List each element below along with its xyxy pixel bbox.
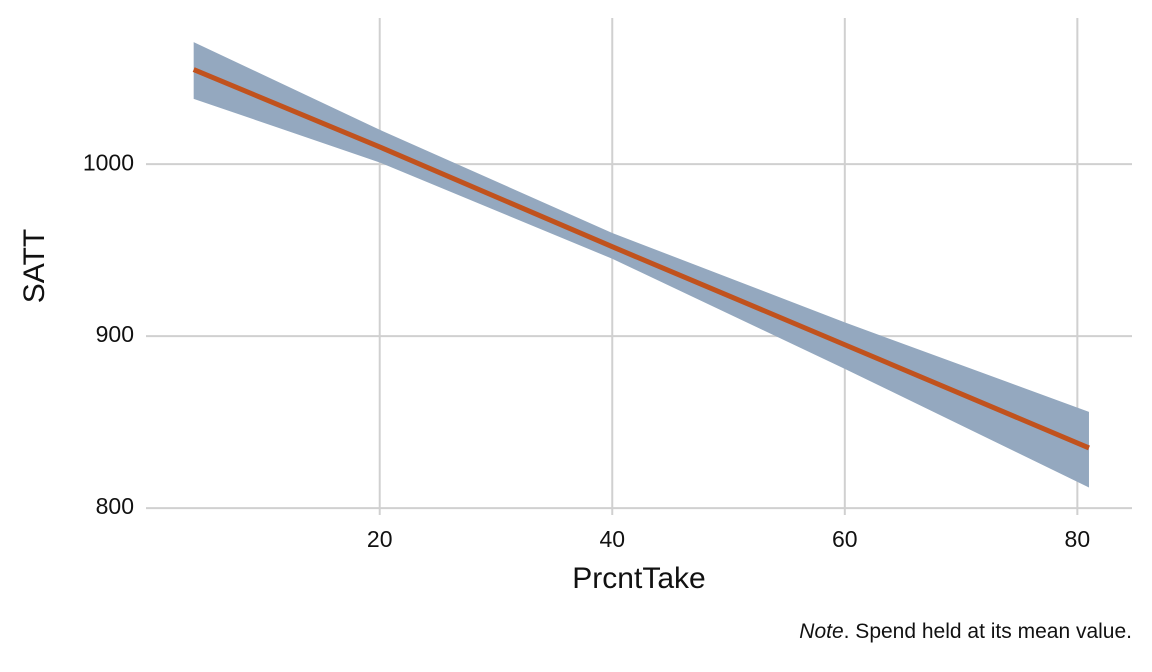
note-label: Note <box>799 620 843 643</box>
y-tick-label: 900 <box>96 321 134 347</box>
x-tick-label: 20 <box>367 526 393 552</box>
y-tick-label: 800 <box>96 493 134 519</box>
y-axis-label: SATT <box>18 229 51 303</box>
fit-line <box>192 67 1090 451</box>
x-axis-label: PrcntTake <box>572 562 705 595</box>
x-tick-label: 60 <box>832 526 858 552</box>
note: Note. Spend held at its mean value. <box>799 620 1132 643</box>
x-tick-label: 80 <box>1065 526 1091 552</box>
confidence-band <box>193 42 1089 488</box>
plot-area <box>146 18 1132 515</box>
note-text: . Spend held at its mean value. <box>844 620 1132 643</box>
y-tick-label: 1000 <box>83 149 134 175</box>
x-tick-label: 40 <box>599 526 625 552</box>
